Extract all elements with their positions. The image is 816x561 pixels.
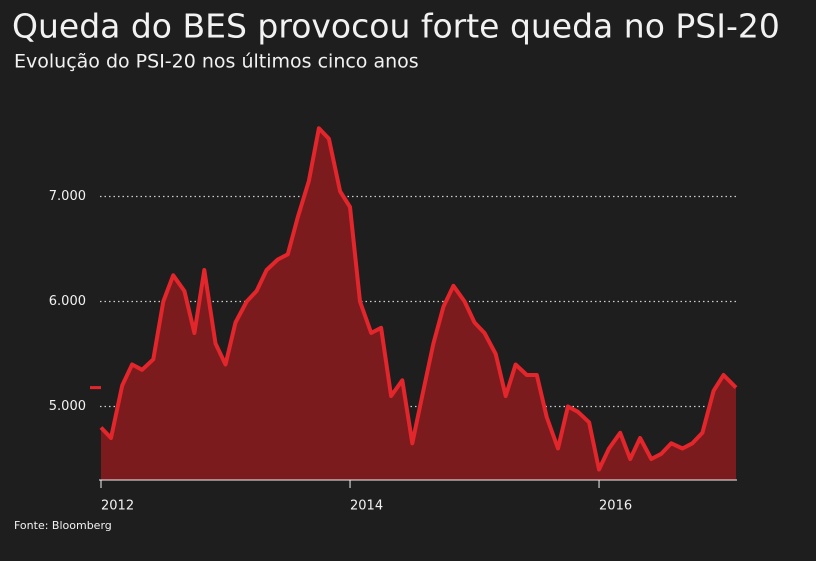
- line: [99, 126, 738, 472]
- area: [101, 128, 736, 481]
- y-tick-label: 5.000: [49, 399, 86, 414]
- x-tick-label: 2012: [101, 499, 134, 514]
- chart-subtitle: Evolução do PSI-20 nos últimos cinco ano…: [14, 51, 419, 73]
- source: Fonte: Bloomberg: [14, 519, 112, 532]
- chart-title: Queda do BES provocou forte queda no PSI…: [12, 7, 780, 46]
- y-tick-label: 7.000: [49, 189, 86, 204]
- x-tick-label: 2014: [350, 499, 383, 514]
- x-tick-label: 2016: [599, 499, 632, 514]
- y-tick-label: 6.000: [49, 294, 86, 309]
